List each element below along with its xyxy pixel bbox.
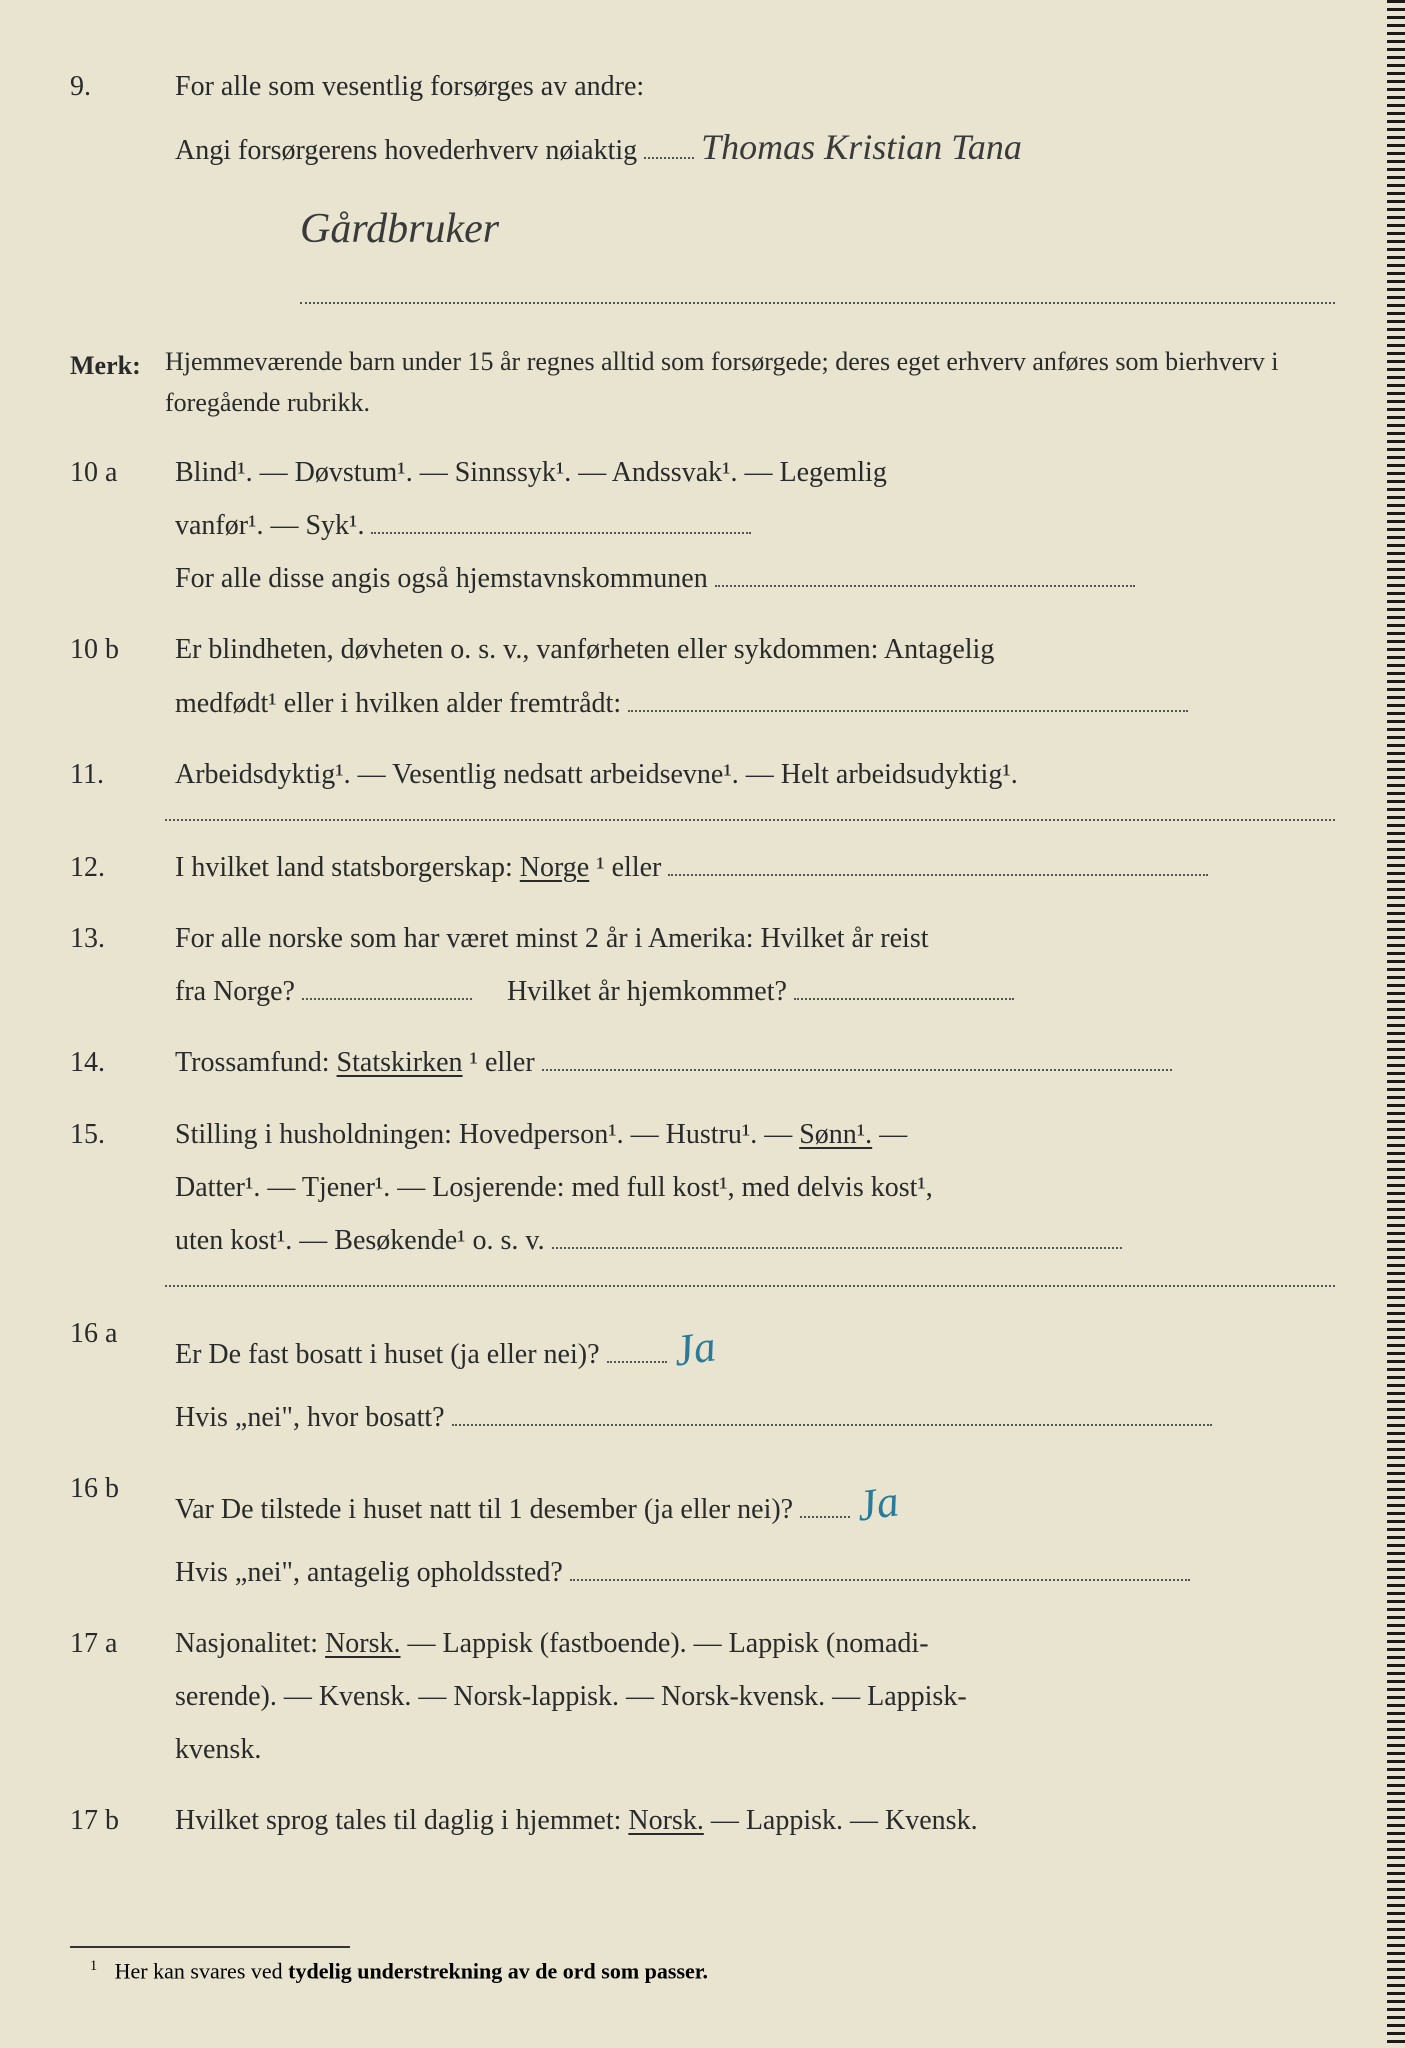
question-16b: 16 b Var De tilstede i huset natt til 1 … (70, 1462, 1335, 1599)
q16b-line1: Var De tilstede i huset natt til 1 desem… (175, 1462, 1335, 1546)
question-16a: 16 a Er De fast bosatt i huset (ja eller… (70, 1307, 1335, 1444)
q17a-selected: Norsk. (325, 1628, 400, 1659)
q15-line1: Stilling i husholdningen: Hovedperson¹. … (175, 1108, 1335, 1161)
q10a-options-2: vanfør¹. — Syk¹. (175, 499, 1335, 552)
q15-line2: Datter¹. — Tjener¹. — Losjerende: med fu… (175, 1161, 1335, 1214)
q10b-number: 10 b (70, 623, 175, 729)
q9-line1: For alle som vesentlig forsørges av andr… (175, 60, 1335, 113)
question-11: 11. Arbeidsdyktig¹. — Vesentlig nedsatt … (70, 748, 1335, 801)
q12-selected: Norge (520, 852, 589, 883)
q16b-number: 16 b (70, 1462, 175, 1599)
q10b-line1: Er blindheten, døvheten o. s. v., vanfør… (175, 623, 1335, 676)
q9-line2: Angi forsørgerens hovederhverv nøiaktig … (175, 113, 1335, 181)
question-15: 15. Stilling i husholdningen: Hovedperso… (70, 1108, 1335, 1268)
q9-handwritten-occupation: Gårdbruker (300, 206, 499, 252)
question-17b: 17 b Hvilket sprog tales til daglig i hj… (70, 1794, 1335, 1847)
question-10a: 10 a Blind¹. — Døvstum¹. — Sinnssyk¹. — … (70, 446, 1335, 606)
q10b-line2: medfødt¹ eller i hvilken alder fremtrådt… (175, 677, 1335, 730)
scan-right-edge (1387, 0, 1405, 2048)
q9-handwritten-name: Thomas Kristian Tana (701, 127, 1022, 167)
question-17a: 17 a Nasjonalitet: Norsk. — Lappisk (fas… (70, 1617, 1335, 1777)
separator-after-11 (165, 819, 1335, 821)
q15-number: 15. (70, 1108, 175, 1268)
question-9: 9. For alle som vesentlig forsørges av a… (70, 60, 1335, 182)
q15-selected: Sønn¹. (799, 1119, 872, 1150)
q16a-answer: Ja (668, 1305, 721, 1394)
q16a-number: 16 a (70, 1307, 175, 1444)
q9-line3: Gårdbruker (300, 190, 1335, 323)
question-13: 13. For alle norske som har været minst … (70, 912, 1335, 1018)
footnote-rule (70, 1946, 350, 1948)
merk-label: Merk: (70, 341, 165, 424)
q17a-number: 17 a (70, 1617, 175, 1777)
q13-line1: For alle norske som har været minst 2 år… (175, 912, 1335, 965)
question-10b: 10 b Er blindheten, døvheten o. s. v., v… (70, 623, 1335, 729)
q11-number: 11. (70, 748, 175, 801)
q10a-line3: For alle disse angis også hjemstavnskomm… (175, 552, 1335, 605)
q13-line2: fra Norge? Hvilket år hjemkommet? (175, 965, 1335, 1018)
q13-number: 13. (70, 912, 175, 1018)
separator-after-15 (165, 1285, 1335, 1287)
merk-note: Merk: Hjemmeværende barn under 15 år reg… (70, 341, 1335, 424)
q17a-line2: serende). — Kvensk. — Norsk-lappisk. — N… (175, 1670, 1335, 1723)
q11-text: Arbeidsdyktig¹. — Vesentlig nedsatt arbe… (175, 748, 1335, 801)
q16a-line2: Hvis „nei", hvor bosatt? (175, 1391, 1335, 1444)
q17b-selected: Norsk. (628, 1805, 703, 1836)
q15-line3: uten kost¹. — Besøkende¹ o. s. v. (175, 1214, 1335, 1267)
q16b-answer: Ja (851, 1459, 904, 1548)
q17b-number: 17 b (70, 1794, 175, 1847)
q17a-line3: kvensk. (175, 1723, 1335, 1776)
q17a-line1: Nasjonalitet: Norsk. — Lappisk (fastboen… (175, 1617, 1335, 1670)
question-14: 14. Trossamfund: Statskirken ¹ eller (70, 1036, 1335, 1089)
census-form-page: 9. For alle som vesentlig forsørges av a… (0, 0, 1405, 1906)
q12-number: 12. (70, 841, 175, 894)
q10a-number: 10 a (70, 446, 175, 606)
q10a-options-1: Blind¹. — Døvstum¹. — Sinnssyk¹. — Andss… (175, 446, 1335, 499)
q16a-line1: Er De fast bosatt i huset (ja eller nei)… (175, 1307, 1335, 1391)
q16b-line2: Hvis „nei", antagelig opholdssted? (175, 1546, 1335, 1599)
q9-number: 9. (70, 60, 175, 182)
merk-text: Hjemmeværende barn under 15 år regnes al… (165, 341, 1335, 424)
footnote: 1 Her kan svares ved tydelig understrekn… (0, 1958, 1405, 1984)
q14-selected: Statskirken (337, 1047, 463, 1078)
question-12: 12. I hvilket land statsborgerskap: Norg… (70, 841, 1335, 894)
q14-number: 14. (70, 1036, 175, 1089)
